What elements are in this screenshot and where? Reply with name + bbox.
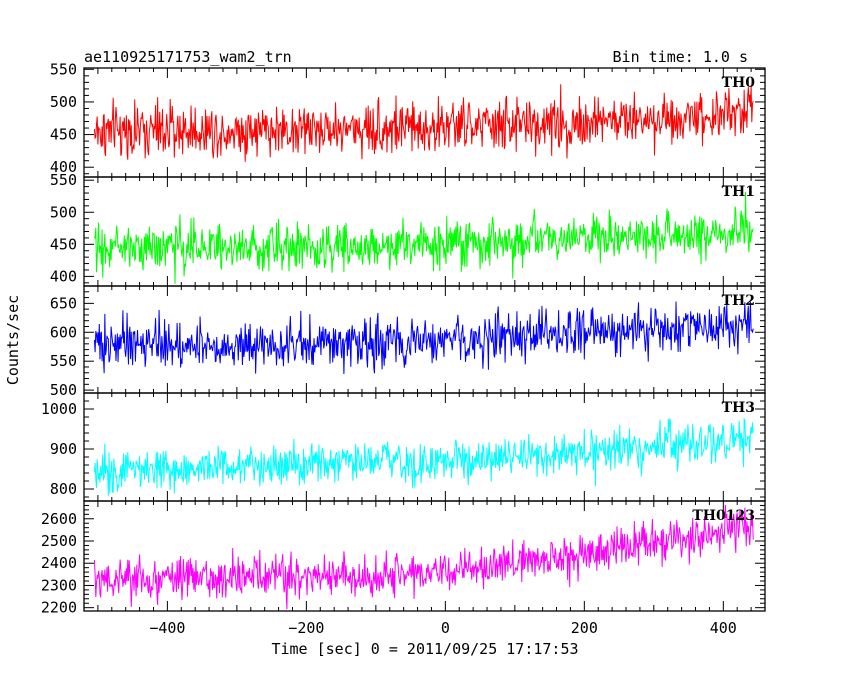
series-th0123-line	[93, 504, 754, 610]
y-tick-label: 2200	[41, 599, 77, 617]
x-tick-label: −400	[149, 619, 185, 637]
y-tick-label: 500	[50, 203, 77, 221]
panel-label-th0123: TH0123	[692, 508, 755, 524]
panel-frame	[83, 67, 766, 178]
y-tick-label: 900	[50, 440, 77, 458]
y-axis-label: Counts/sec	[4, 295, 22, 385]
panel-label-th1: TH1	[722, 184, 755, 200]
series-th1-line	[93, 191, 754, 284]
y-tick-label: 450	[50, 235, 77, 253]
y-tick-label: 550	[50, 352, 77, 370]
y-tick-label: 2400	[41, 554, 77, 572]
y-tick-label: 800	[50, 480, 77, 498]
x-axis: −400 −200 0 200 400	[149, 619, 737, 637]
y-tick-label: 500	[50, 381, 77, 399]
panel-label-th3: TH3	[722, 400, 755, 416]
panel-th2: 500 550 600 650 TH2	[50, 285, 766, 399]
panel-frame	[83, 500, 766, 612]
panels-group: 400 450 500 550 TH0 400 450 500 550 TH1 500 550 600 6…	[41, 60, 766, 617]
y-tick-label: 400	[50, 267, 77, 285]
panel-th3: 800 900 1000 TH3	[41, 392, 766, 502]
y-tick-label: 550	[50, 60, 77, 78]
y-tick-label: 2300	[41, 576, 77, 594]
panel-th0123: 2200 2300 2400 2500 2600 TH0123	[41, 500, 766, 617]
panel-th0: 400 450 500 550 TH0	[50, 60, 766, 178]
x-tick-label: 400	[710, 619, 737, 637]
y-tick-label: 450	[50, 126, 77, 144]
y-tick-label: 550	[50, 171, 77, 189]
chart-title: ae110925171753_wam2_trn	[84, 48, 292, 66]
y-tick-label: 2500	[41, 532, 77, 550]
panel-th1: 400 450 500 550 TH1	[50, 171, 766, 287]
bin-time-label: Bin time: 1.0 s	[613, 48, 748, 66]
x-axis-label: Time [sec] 0 = 2011/09/25 17:17:53	[271, 640, 578, 658]
panel-label-th2: TH2	[722, 293, 755, 309]
y-tick-label: 600	[50, 323, 77, 341]
series-th0-line	[93, 84, 754, 162]
y-tick-label: 2600	[41, 510, 77, 528]
series-th3-line	[93, 417, 754, 496]
y-tick-label: 650	[50, 294, 77, 312]
y-tick-label: 1000	[41, 400, 77, 418]
y-tick-label: 400	[50, 158, 77, 176]
x-tick-label: 200	[571, 619, 598, 637]
series-th2-line	[93, 301, 754, 375]
x-tick-label: 0	[441, 619, 450, 637]
panel-label-th0: TH0	[722, 75, 756, 91]
x-tick-label: −200	[288, 619, 324, 637]
y-tick-label: 500	[50, 93, 77, 111]
